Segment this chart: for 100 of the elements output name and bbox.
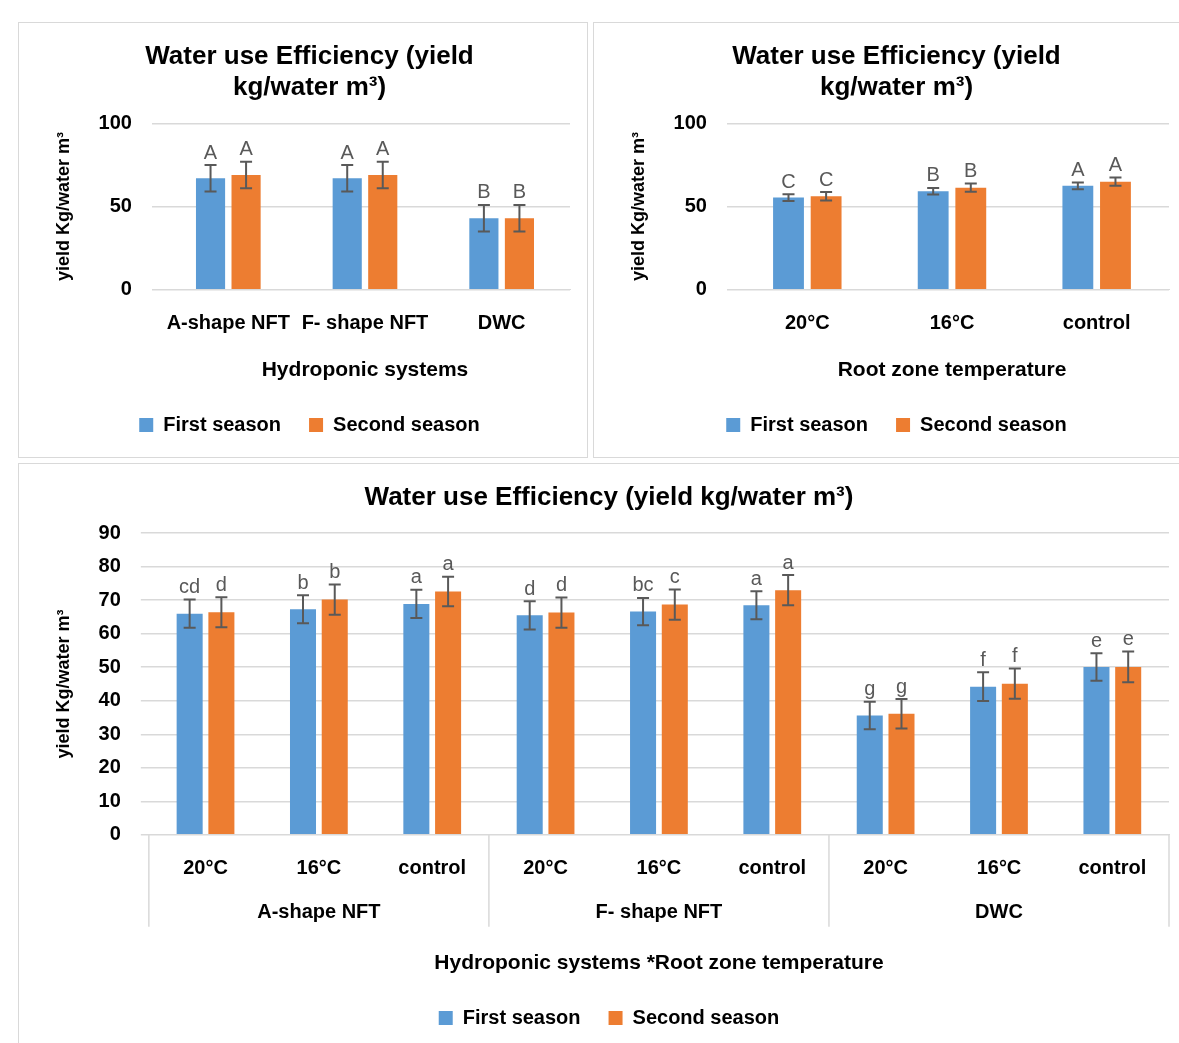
bar (176, 613, 203, 835)
x-axis-title: Root zone temperature (837, 357, 1067, 381)
bar (368, 174, 398, 290)
x-tick-label: control (738, 856, 807, 879)
text: DWC (975, 900, 1023, 923)
bar (888, 713, 915, 835)
bar (403, 603, 430, 835)
y-tick-label: 90 (98, 520, 121, 543)
bar (435, 591, 462, 835)
bar (195, 178, 226, 290)
x-tick-label: 16°C (636, 856, 682, 879)
text: F- shape NFT (595, 900, 723, 923)
data-label: d (555, 573, 567, 596)
y-tick-label: 60 (98, 621, 121, 644)
data-label: b (297, 570, 309, 593)
bar (1115, 666, 1142, 835)
y-tick-label: 0 (109, 822, 121, 845)
data-label: C (818, 167, 834, 190)
data-label: A (340, 140, 355, 163)
y-tick-label: 30 (98, 721, 121, 744)
y-tick-label: 0 (695, 277, 707, 300)
data-label: f (980, 647, 987, 670)
bar (332, 178, 362, 290)
legend-label: Second season (333, 412, 480, 435)
data-label: c (669, 565, 680, 588)
bar (955, 187, 987, 290)
data-label: b (329, 559, 341, 582)
bar (1100, 181, 1131, 290)
bar (743, 605, 770, 835)
bar (630, 611, 657, 835)
data-label: A (1108, 153, 1123, 175)
bar (810, 196, 842, 290)
data-label: C (781, 169, 796, 192)
x-tick-label: 20°C (183, 856, 228, 879)
y-tick-label: 100 (98, 110, 132, 133)
y-tick-label: 50 (684, 194, 707, 217)
text: A-shape NFT (257, 900, 381, 923)
data-label: A (376, 137, 391, 160)
data-label: a (782, 550, 795, 573)
legend-label: Second season (920, 412, 1067, 435)
bar (1001, 683, 1028, 835)
y-tick-label: 80 (98, 554, 121, 577)
y-tick-label: 20 (98, 755, 121, 778)
y-tick-label: 10 (98, 788, 121, 811)
bar (775, 590, 802, 835)
bar (1062, 185, 1094, 290)
x-tick-label: 16°C (976, 856, 1022, 879)
data-label: g (864, 677, 876, 700)
data-label: d (524, 576, 536, 599)
y-tick-label: 50 (98, 654, 121, 677)
bar (661, 604, 688, 835)
bar (548, 612, 575, 835)
data-label: bc (632, 573, 654, 596)
y-axis-title: yield Kg/water m³ (52, 609, 73, 759)
data-label: e (1122, 627, 1134, 650)
bar (1083, 666, 1110, 835)
y-axis-title: yield Kg/water m³ (52, 132, 73, 282)
x-axis-title: Hydroponic systems (261, 357, 469, 381)
chart-title: Water use Efficiency (yield kg/water m³) (145, 39, 474, 101)
bar (289, 609, 317, 835)
data-label: e (1090, 628, 1103, 651)
data-label: cd (179, 575, 201, 598)
x-tick-label: control (1078, 856, 1147, 879)
data-label: A (1071, 157, 1086, 180)
data-label: f (1012, 644, 1019, 667)
y-tick-label: 100 (673, 110, 707, 133)
legend-label: First season (163, 412, 282, 435)
data-label: a (410, 565, 423, 588)
chart-title: Water use Efficiency (yield kg/water m³) (364, 480, 854, 511)
bar (504, 218, 534, 290)
y-axis-title: yield Kg/water m³ (627, 132, 648, 282)
data-label: B (477, 180, 491, 203)
x-tick-label: DWC (477, 311, 526, 334)
bar (917, 191, 949, 290)
chart-title: Water use Efficiency (yield kg/water m³) (732, 39, 1061, 101)
legend-label: First season (750, 412, 869, 435)
bar (469, 218, 499, 290)
legend-label: Second season (632, 1005, 780, 1028)
data-label: a (750, 566, 763, 589)
x-tick-label: 20°C (523, 856, 568, 879)
data-label: d (215, 572, 227, 595)
data-label: A (203, 140, 218, 163)
bar (970, 686, 997, 835)
x-tick-label: control (398, 856, 467, 879)
x-tick-label: 20°C (863, 856, 908, 879)
y-tick-label: 70 (98, 587, 121, 610)
x-tick-label: control (1062, 311, 1131, 334)
bar (321, 599, 348, 835)
x-tick-label: 16°C (929, 311, 975, 334)
bar (773, 197, 804, 290)
x-tick-label: 20°C (784, 311, 830, 334)
x-tick-label: A-shape NFT (166, 311, 290, 334)
data-label: A (239, 137, 254, 160)
y-tick-label: 40 (98, 688, 121, 711)
data-label: g (895, 674, 908, 697)
data-label: B (964, 158, 978, 181)
bar (231, 174, 261, 290)
bar (856, 715, 883, 835)
bar (516, 615, 543, 835)
x-axis-title: Hydroponic systems *Root zone temperature (434, 950, 884, 974)
